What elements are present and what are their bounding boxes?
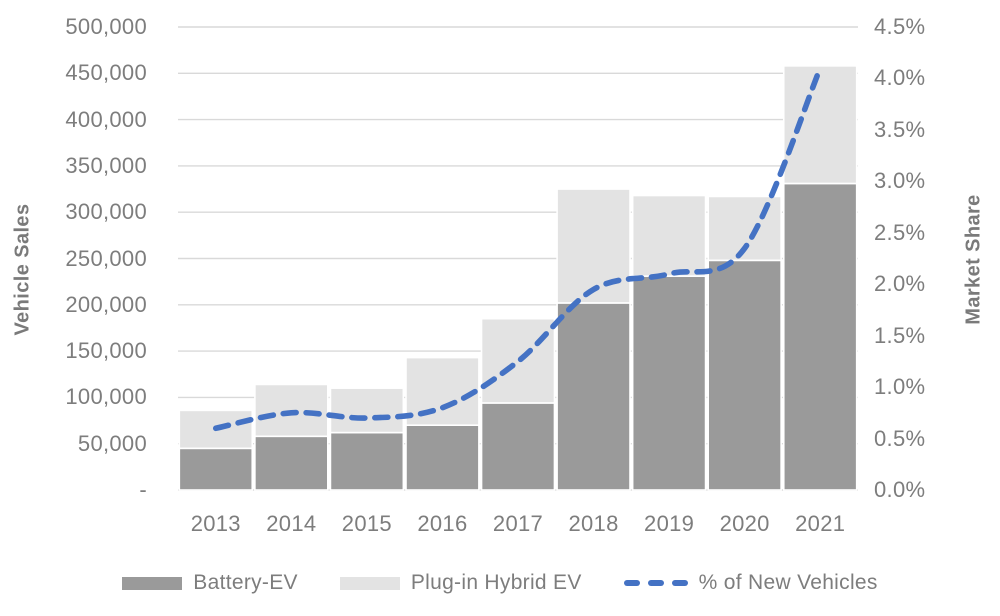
right-axis-tick: 2.5% [874,219,926,245]
legend-item-market-share: % of New Vehicles [623,571,878,595]
market-share-line [212,65,823,432]
right-axis-tick: 1.0% [874,374,926,400]
left-axis-tick: 150,000 [65,338,147,364]
bar-segment-battery-ev [631,275,707,491]
x-axis-label: 2013 [190,511,241,536]
legend-item-battery-ev: Battery-EV [122,571,298,595]
x-axis-label: 2016 [417,511,468,536]
left-axis-tick: 100,000 [65,384,147,410]
x-axis-label: 2014 [266,511,317,536]
x-axis-label: 2021 [795,511,846,536]
left-axis-tick: 250,000 [65,245,147,271]
legend-item-phev: Plug-in Hybrid EV [339,571,582,595]
bar-segment-battery-ev [556,302,631,491]
bar-segment-plug-in-hybrid [556,188,631,304]
left-axis-tick: 350,000 [65,152,147,178]
bar-segment-battery-ev [707,259,782,491]
bar-segment-plug-in-hybrid [631,194,707,277]
bar-segment-battery-ev [782,182,858,491]
bar-segment-battery-ev [405,424,480,491]
right-axis-tick: 3.0% [874,168,926,194]
left-axis-tick: 300,000 [65,199,147,225]
x-axis-label: 2015 [341,511,392,536]
right-axis-tick: 0.0% [874,477,926,502]
left-axis-tick: 500,000 [65,14,147,39]
bar-segment-battery-ev [329,431,405,491]
bar-segment-plug-in-hybrid [329,387,405,434]
legend-label: Battery-EV [193,571,298,594]
right-axis-tick: 1.5% [874,322,926,348]
bar-segment-battery-ev [254,435,329,491]
bar-segment-battery-ev [480,402,556,491]
legend-label: Plug-in Hybrid EV [410,571,582,594]
left-axis-tick: 50,000 [77,430,147,456]
right-axis-tick: 4.0% [874,65,926,91]
left-axis-tick: 400,000 [65,106,147,132]
right-axis-tick: 3.5% [874,116,926,142]
right-axis-tick: 4.5% [874,14,926,39]
right-axis-tick: 0.5% [874,425,926,451]
dashed-line-swatch-icon [623,580,688,586]
x-axis-label: 2019 [644,511,695,536]
left-axis-tick: 200,000 [65,291,147,317]
x-axis-label: 2017 [492,511,544,536]
right-axis-title: Market Share [962,194,985,325]
bar-segment-plug-in-hybrid [405,356,480,426]
bar-segment-plug-in-hybrid [480,317,556,404]
x-axis-label: 2018 [568,511,619,536]
bar-segment-battery-ev [178,447,254,491]
legend-label: % of New Vehicles [698,571,878,594]
left-axis-title: Vehicle Sales [11,203,34,336]
battery-ev-swatch-icon [122,576,183,590]
left-axis-tick: - [139,477,147,502]
legend: Battery-EV Plug-in Hybrid EV % of New Ve… [0,566,1000,600]
x-axis-label: 2020 [719,511,770,536]
bar-segment-plug-in-hybrid [782,65,858,185]
right-axis-tick: 2.0% [874,271,926,297]
plug-in-hybrid-swatch-icon [339,576,400,590]
left-axis-tick: 450,000 [65,60,147,86]
